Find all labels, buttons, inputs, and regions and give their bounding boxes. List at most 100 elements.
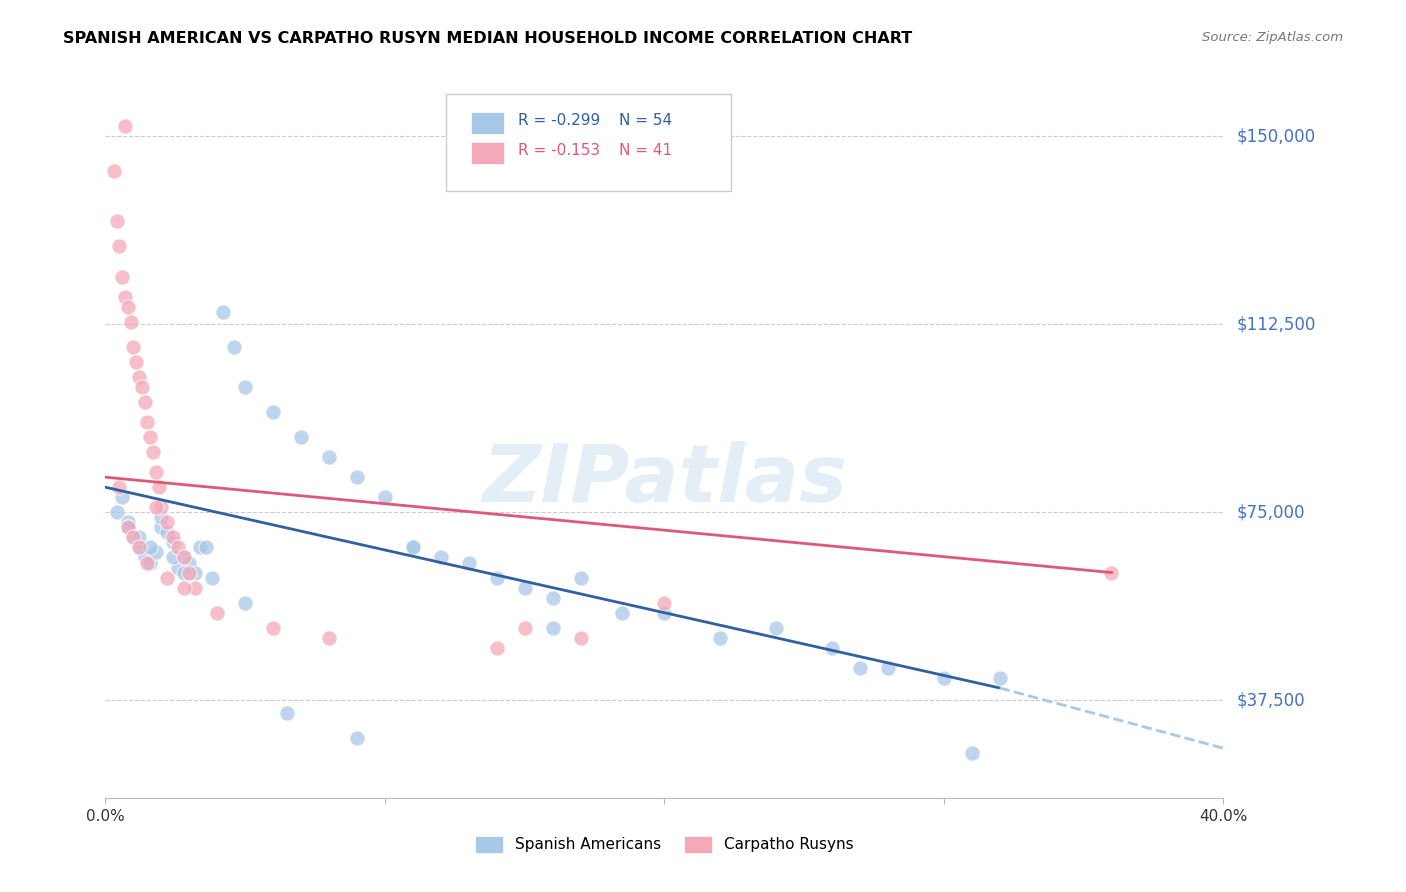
Point xyxy=(222,340,245,354)
Text: R = -0.299: R = -0.299 xyxy=(517,113,600,128)
Point xyxy=(131,380,153,394)
Point xyxy=(485,640,508,655)
Point xyxy=(402,541,425,555)
Point xyxy=(122,530,145,544)
Point xyxy=(513,581,536,595)
Text: N = 54: N = 54 xyxy=(619,113,672,128)
Point xyxy=(988,671,1011,685)
Point xyxy=(201,571,224,585)
Point xyxy=(184,566,207,580)
Point xyxy=(849,661,872,675)
Point xyxy=(145,500,167,515)
Point xyxy=(167,541,190,555)
Point xyxy=(156,571,179,585)
Point xyxy=(318,450,340,464)
Point xyxy=(150,510,173,524)
Point xyxy=(654,606,676,620)
Point xyxy=(122,530,145,544)
Point xyxy=(136,556,159,570)
Point xyxy=(108,480,131,494)
Point xyxy=(134,550,156,565)
Point xyxy=(1099,566,1122,580)
Point xyxy=(877,661,900,675)
Point xyxy=(145,545,167,559)
Point xyxy=(513,621,536,635)
Text: R = -0.153: R = -0.153 xyxy=(517,144,600,159)
Point xyxy=(167,560,190,574)
Point xyxy=(162,530,184,544)
Point xyxy=(960,746,983,760)
Point xyxy=(541,591,564,605)
Point xyxy=(654,596,676,610)
Point xyxy=(179,566,201,580)
Point xyxy=(173,550,195,565)
Point xyxy=(128,530,150,544)
Point xyxy=(821,640,844,655)
Point xyxy=(128,541,150,555)
Text: $112,500: $112,500 xyxy=(1237,315,1316,334)
Point xyxy=(156,516,179,530)
Point xyxy=(173,566,195,580)
Point xyxy=(117,520,139,534)
FancyBboxPatch shape xyxy=(471,143,505,164)
FancyBboxPatch shape xyxy=(471,112,505,134)
Point xyxy=(173,581,195,595)
Text: SPANISH AMERICAN VS CARPATHO RUSYN MEDIAN HOUSEHOLD INCOME CORRELATION CHART: SPANISH AMERICAN VS CARPATHO RUSYN MEDIA… xyxy=(63,31,912,46)
Point xyxy=(346,731,368,746)
Point xyxy=(276,706,298,720)
Point xyxy=(569,571,592,585)
Point xyxy=(117,516,139,530)
Point xyxy=(150,500,173,515)
Point xyxy=(114,119,136,133)
Point xyxy=(211,304,233,318)
Point xyxy=(290,430,312,444)
Point xyxy=(139,556,162,570)
Text: $150,000: $150,000 xyxy=(1237,127,1316,145)
Point xyxy=(103,164,125,178)
Point xyxy=(485,571,508,585)
Point xyxy=(105,214,128,228)
Point xyxy=(156,525,179,540)
Point xyxy=(111,490,134,504)
Point xyxy=(233,380,256,394)
Point xyxy=(195,541,218,555)
Legend: Spanish Americans, Carpatho Rusyns: Spanish Americans, Carpatho Rusyns xyxy=(470,830,859,859)
Point xyxy=(402,541,425,555)
Text: $37,500: $37,500 xyxy=(1237,691,1306,709)
Point xyxy=(111,269,134,284)
Point xyxy=(139,541,162,555)
Point xyxy=(233,596,256,610)
Point xyxy=(318,631,340,645)
Point xyxy=(120,315,142,329)
Point xyxy=(105,505,128,519)
Point xyxy=(128,541,150,555)
Point xyxy=(128,369,150,384)
Point xyxy=(190,541,212,555)
Text: $75,000: $75,000 xyxy=(1237,503,1306,521)
Point xyxy=(150,520,173,534)
Point xyxy=(765,621,787,635)
Point xyxy=(179,556,201,570)
Point xyxy=(541,621,564,635)
Point xyxy=(134,395,156,409)
Point xyxy=(117,300,139,314)
Point xyxy=(162,535,184,549)
Point xyxy=(108,239,131,253)
Point xyxy=(374,490,396,504)
Point xyxy=(136,415,159,429)
Point xyxy=(430,550,453,565)
Point xyxy=(145,465,167,479)
Point xyxy=(114,289,136,303)
FancyBboxPatch shape xyxy=(446,94,731,192)
Point xyxy=(117,520,139,534)
Point xyxy=(346,470,368,484)
Text: ZIPatlas: ZIPatlas xyxy=(482,442,846,519)
Text: N = 41: N = 41 xyxy=(619,144,672,159)
Point xyxy=(569,631,592,645)
Point xyxy=(207,606,229,620)
Point xyxy=(612,606,634,620)
Point xyxy=(184,581,207,595)
Text: Source: ZipAtlas.com: Source: ZipAtlas.com xyxy=(1202,31,1343,45)
Point xyxy=(122,340,145,354)
Point xyxy=(262,621,284,635)
